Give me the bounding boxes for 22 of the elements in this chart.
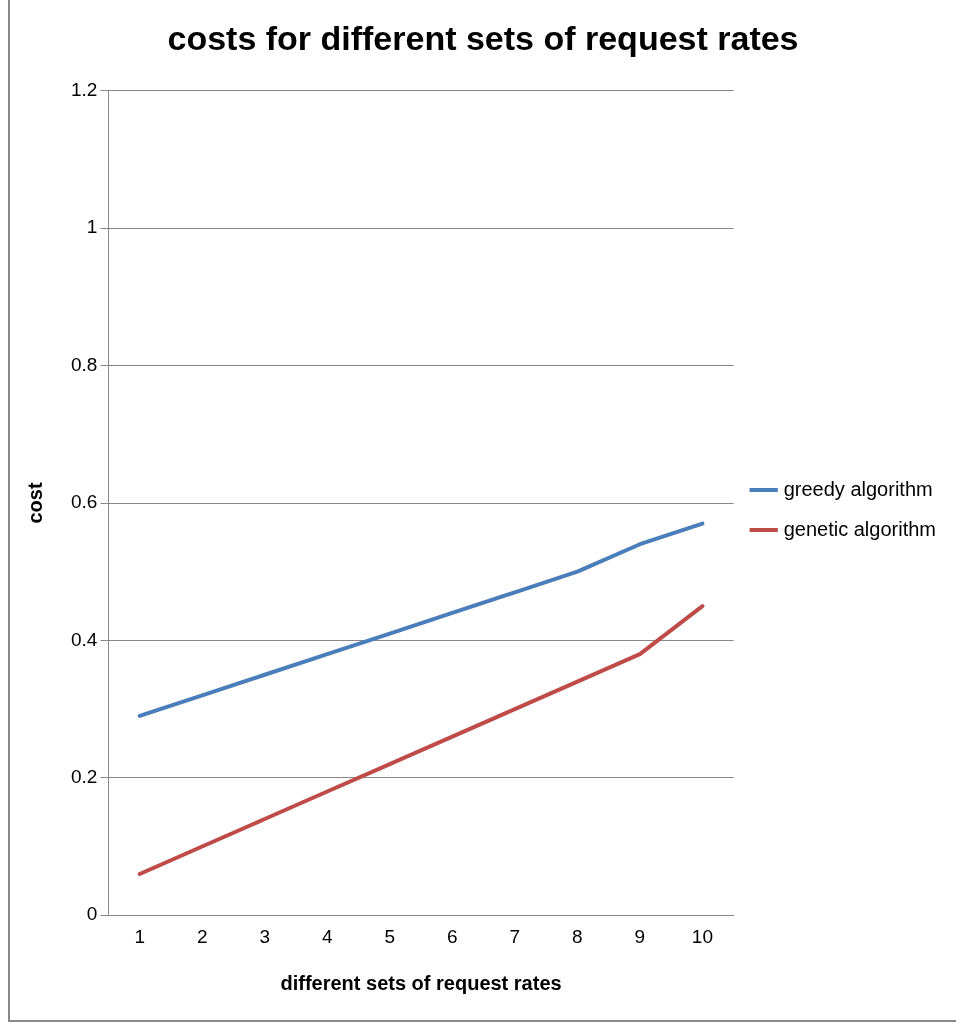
y-tick-label: 0.8 — [70, 353, 98, 375]
x-axis-title: different sets of request rates — [280, 971, 562, 994]
chart-title: costs for different sets of request rates — [167, 18, 799, 57]
x-tick-label: 7 — [509, 925, 521, 947]
x-tick-label: 8 — [572, 925, 583, 947]
x-tick-label: 3 — [259, 925, 271, 947]
x-tick-label: 1 — [134, 925, 145, 947]
legend-label: genetic algorithm — [783, 517, 937, 540]
y-tick-label: 0.4 — [70, 628, 98, 650]
y-tick-label: 1 — [86, 216, 98, 238]
x-tick-label: 6 — [447, 925, 458, 947]
x-tick-label: 10 — [691, 925, 713, 947]
y-tick-label: 1.2 — [70, 79, 98, 101]
legend-label: greedy algorithm — [783, 477, 933, 500]
y-tick-label: 0 — [86, 903, 98, 925]
x-tick-label: 4 — [321, 925, 333, 947]
x-tick-label: 5 — [384, 925, 396, 947]
x-tick-label: 9 — [634, 925, 646, 947]
y-axis-title: cost — [23, 482, 46, 524]
x-tick-label: 2 — [196, 925, 208, 947]
y-tick-label: 0.2 — [70, 766, 98, 788]
y-tick-label: 0.6 — [70, 491, 98, 513]
